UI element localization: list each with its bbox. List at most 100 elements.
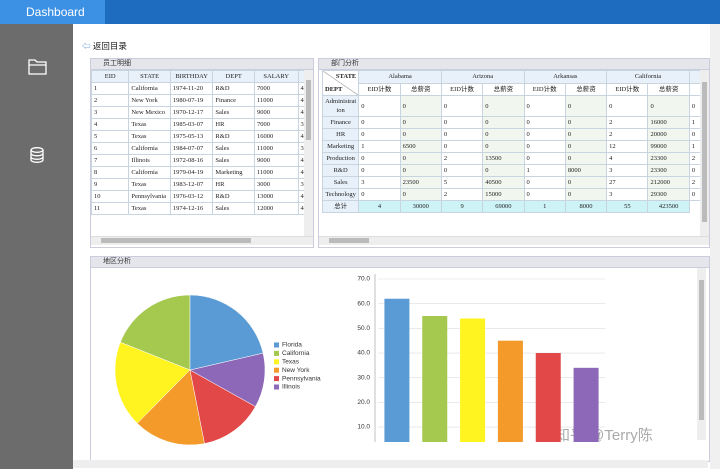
department-table: STATE DEPT Alabama Arizona Arkansas Californi… (321, 70, 703, 213)
legend-label: Pennsylvania (282, 375, 321, 382)
table-row: Administration 0 0 0 0 0 0 0 0 0 (321, 95, 703, 117)
bar (497, 340, 523, 442)
table-cell: 0 (564, 152, 608, 165)
dashboard-tab[interactable]: Dashboard (0, 0, 105, 24)
table-cell: 423500 (647, 200, 690, 213)
table-cell: 30000 (399, 200, 442, 213)
table-cell: 0 (482, 128, 525, 141)
table-cell: 1974-12-16 (169, 202, 214, 215)
table-cell: 55 (606, 200, 649, 213)
table-cell: 0 (564, 140, 608, 153)
table-cell: 8000 (564, 200, 608, 213)
table-cell: Sales (212, 202, 255, 215)
table-cell: 1 (523, 200, 566, 213)
pie-slice (136, 369, 205, 446)
measure-header (688, 82, 703, 96)
folder-icon[interactable] (28, 59, 47, 75)
panel-title: 员工明细 (91, 59, 313, 70)
column-header: BIRTHDAY (169, 70, 214, 83)
table-cell: 0 (564, 116, 608, 129)
pie-slice (114, 341, 191, 424)
measure-header: 总薪资 (482, 82, 525, 96)
table-cell: 99000 (647, 140, 690, 153)
row-header: Production (321, 152, 360, 165)
table-cell: 0 (399, 116, 442, 129)
table-cell: 23300 (647, 152, 690, 165)
database-icon[interactable] (30, 147, 44, 163)
bar (535, 353, 561, 442)
sidebar-icons (28, 59, 47, 163)
corner-top: STATE (335, 73, 357, 80)
department-panel: 部门分析 STATE DEPT Alabama Arizona Arkansas Cali… (318, 58, 710, 248)
legend-label: New York (282, 367, 310, 374)
scrollbar[interactable] (73, 460, 708, 468)
table-row: Finance 0 0 0 0 0 0 2 16000 1 (321, 116, 703, 129)
legend-swatch (274, 350, 279, 356)
legend-label: California (282, 350, 310, 357)
table-cell: 0 (564, 95, 608, 117)
y-tick-label: 50.0 (357, 325, 370, 332)
scrollbar[interactable] (91, 236, 313, 245)
table-cell: Texas (128, 202, 171, 215)
total-row: 总计 4 30000 9 69000 1 8000 55 423500 (321, 200, 702, 213)
column-header: SALARY (253, 70, 299, 83)
table-cell: 0 (647, 95, 690, 117)
top-bar (0, 0, 720, 24)
panel-title: 部门分析 (319, 59, 709, 70)
y-tick-label: 40.0 (357, 350, 370, 357)
table-cell: 29300 (647, 188, 690, 201)
state-header: Arkansas (523, 70, 608, 84)
legend-swatch (274, 342, 279, 348)
pie-slice (120, 294, 191, 371)
back-link-text[interactable]: 返回目录 (92, 41, 127, 51)
scrollbar[interactable] (700, 70, 709, 236)
state-header: Arizona (440, 70, 525, 84)
table-row: Marketing 1 6500 0 0 0 0 12 99000 1 (321, 140, 703, 153)
y-tick-label: 20.0 (357, 399, 370, 406)
legend-label: Florida (282, 342, 302, 349)
employee-table: EID STATE BIRTHDAY DEPT SALARY 1 California 197… (91, 70, 312, 215)
row-header: Administration (321, 95, 360, 117)
bar (460, 318, 486, 442)
scrollbar[interactable] (710, 24, 720, 469)
bar (422, 316, 448, 442)
table-row: 3 New Mexico 1970-12-17 Sales 9000 4 (91, 106, 312, 119)
table-cell: 11 (91, 202, 130, 215)
table-cell: 12000 (253, 202, 299, 215)
scrollbar[interactable] (319, 236, 709, 245)
pie-slice (189, 294, 264, 371)
scrollbar-thumb[interactable] (699, 280, 704, 420)
legend-swatch (274, 367, 279, 373)
table-cell: 0 (399, 128, 442, 141)
scrollbar[interactable] (304, 70, 313, 236)
legend-swatch (274, 384, 279, 390)
table-cell: 40500 (482, 176, 525, 189)
pie-slice (189, 369, 256, 444)
table-row: 8 California 1979-04-19 Marketing 11000 4 (91, 166, 312, 179)
column-header: DEPT (212, 70, 255, 83)
measure-header: EID计数 (440, 82, 484, 96)
y-tick-label: 70.0 (357, 276, 370, 283)
bar-plot (374, 274, 605, 442)
row-header: HR (321, 128, 360, 141)
row-header: 总计 (321, 200, 360, 213)
y-tick-label: 60.0 (357, 300, 370, 307)
table-cell: 16000 (647, 116, 690, 129)
legend-label: Texas (282, 359, 300, 366)
back-link[interactable]: ⇦ 返回目录 (82, 41, 127, 51)
header-row: STATE DEPT Alabama Arizona Arkansas Californi… (321, 70, 703, 96)
corner-bottom: DEPT (325, 86, 343, 93)
corner-header: STATE DEPT (321, 70, 360, 96)
table-row: R&D 0 0 0 0 1 8000 3 23300 0 (321, 164, 703, 177)
bar (573, 367, 599, 442)
legend-label: Illinois (282, 384, 301, 391)
row-header: Marketing (321, 140, 360, 153)
sidebar (0, 24, 73, 469)
panel-title: 地区分析 (91, 257, 709, 268)
y-tick-label: 30.0 (357, 374, 370, 381)
bar (384, 298, 410, 442)
table-cell: 0 (482, 140, 525, 153)
watermark: 知乎 @Terry陈 (555, 426, 653, 444)
measure-header: EID计数 (606, 82, 649, 96)
